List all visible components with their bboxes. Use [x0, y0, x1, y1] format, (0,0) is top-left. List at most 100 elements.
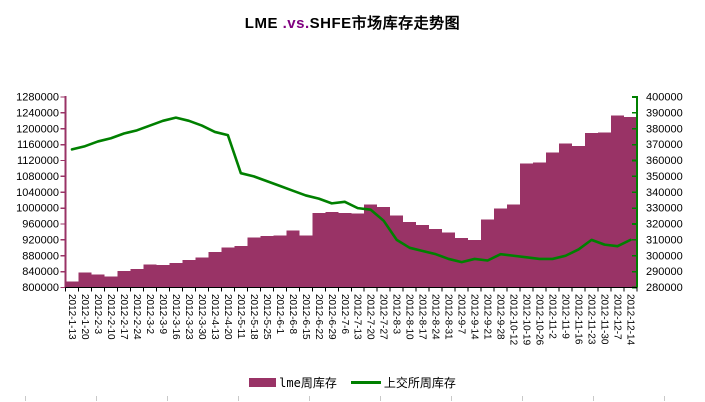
lme-bar[interactable]: [390, 215, 404, 288]
lme-bar[interactable]: [429, 228, 443, 288]
lme-bar[interactable]: [325, 212, 339, 288]
x-axis-date-label: 2012-10-19: [521, 294, 532, 346]
right-axis-label: 290000: [646, 266, 683, 278]
x-axis-date-label: 2012-12-14: [625, 294, 636, 346]
lme-bar[interactable]: [234, 245, 248, 288]
x-axis-date-label: 2012-8-3: [391, 294, 402, 334]
lme-bar[interactable]: [104, 276, 118, 288]
right-axis-label: 390000: [646, 107, 683, 119]
lme-bar[interactable]: [221, 247, 235, 288]
lme-bar[interactable]: [286, 230, 300, 288]
x-axis-date-label: 2012-1-20: [79, 294, 90, 340]
lme-bar[interactable]: [598, 132, 612, 288]
lme-bar[interactable]: [78, 272, 92, 288]
legend-item-lme[interactable]: lme周库存: [249, 374, 337, 391]
x-axis-date-label: 2012-2-3: [92, 294, 103, 334]
legend-item-shfe[interactable]: 上交所周库存: [350, 374, 456, 391]
lme-bar[interactable]: [403, 222, 417, 288]
left-axis-label: 880000: [22, 250, 59, 262]
chart-title-vs: .vs.: [282, 15, 310, 32]
worksheet-gridline-stub: [25, 396, 26, 401]
legend-label-lme: lme周库存: [279, 376, 337, 390]
lme-bar[interactable]: [312, 212, 326, 288]
x-axis-date-label: 2012-9-14: [469, 294, 480, 340]
x-axis-date-label: 2012-11-16: [573, 294, 584, 345]
worksheet-gridline-stubs: [0, 396, 705, 402]
lme-bar[interactable]: [520, 163, 534, 288]
lme-bar[interactable]: [533, 162, 547, 288]
x-axis-date-label: 2012-2-24: [131, 294, 142, 340]
right-axis-label: 350000: [646, 171, 683, 183]
lme-bar[interactable]: [624, 116, 637, 288]
worksheet-gridline-stub: [522, 396, 523, 401]
lme-bar[interactable]: [65, 281, 79, 288]
left-axis-label: 960000: [22, 219, 59, 231]
x-axis-date-label: 2012-3-9: [157, 294, 168, 334]
right-axis-label: 280000: [646, 282, 683, 294]
x-axis-date-label: 2012-6-29: [326, 294, 337, 340]
lme-bar[interactable]: [611, 115, 625, 288]
chart-legend: lme周库存 上交所周库存: [0, 374, 705, 391]
lme-bar[interactable]: [195, 257, 209, 288]
right-axis-label: 320000: [646, 219, 683, 231]
x-axis-date-label: 2012-10-12: [508, 294, 519, 346]
lme-bar[interactable]: [507, 204, 521, 288]
right-axis-label: 300000: [646, 250, 683, 262]
x-axis-date-label: 2012-3-30: [196, 294, 207, 340]
left-axis-label: 840000: [22, 266, 59, 278]
x-axis-date-label: 2012-8-17: [417, 294, 428, 340]
x-axis-date-label: 2012-3-23: [183, 294, 194, 340]
worksheet-gridline-stub: [451, 396, 452, 401]
shfe-line[interactable]: [70, 116, 632, 264]
lme-bar[interactable]: [273, 235, 287, 288]
left-axis-label: 1160000: [17, 139, 59, 151]
shfe-line-swatch-icon: [350, 381, 381, 384]
lme-bar[interactable]: [351, 213, 365, 288]
chart-title: LME .vs.SHFE市场库存走势图: [0, 12, 705, 33]
x-axis-date-label: 2012-6-22: [313, 294, 324, 340]
left-axis-label: 1000000: [16, 203, 59, 215]
lme-bar[interactable]: [260, 235, 274, 288]
lme-bar[interactable]: [416, 225, 430, 288]
lme-bar[interactable]: [91, 274, 105, 288]
x-axis-date-label: 2012-9-21: [482, 294, 493, 340]
lme-bar[interactable]: [481, 219, 495, 288]
chart-title-prefix: LME: [244, 15, 283, 32]
lme-bar[interactable]: [208, 251, 222, 288]
x-axis-date-label: 2012-7-27: [378, 294, 389, 340]
worksheet-gridline-stub: [380, 396, 381, 401]
x-axis-date-label: 2012-2-17: [118, 294, 129, 340]
x-axis-date-label: 2012-6-8: [287, 294, 298, 334]
x-axis-date-label: 2012-6-15: [300, 294, 311, 340]
left-axis-label: 1080000: [16, 171, 59, 183]
x-axis-date-label: 2012-12-7: [612, 294, 623, 340]
lme-bar[interactable]: [494, 208, 508, 288]
lme-bar[interactable]: [299, 235, 313, 288]
x-axis-date-label: 2012-1-13: [66, 294, 77, 340]
right-axis-label: 370000: [646, 139, 683, 151]
lme-bar[interactable]: [559, 143, 573, 288]
lme-bar[interactable]: [364, 204, 378, 288]
lme-bar[interactable]: [169, 262, 183, 288]
lme-bar[interactable]: [117, 270, 131, 288]
x-axis-date-label: 2012-10-26: [534, 294, 545, 346]
lme-bar[interactable]: [377, 206, 391, 288]
lme-bar[interactable]: [130, 269, 144, 288]
x-axis-date-label: 2012-7-20: [365, 294, 376, 340]
worksheet-gridline-stub: [167, 396, 168, 401]
lme-bar[interactable]: [338, 212, 352, 288]
lme-bar[interactable]: [143, 264, 157, 288]
left-axis-label: 1200000: [16, 123, 59, 135]
x-axis-date-label: 2012-5-11: [235, 294, 246, 339]
x-axis-date-label: 2012-5-18: [248, 294, 259, 340]
lme-bar[interactable]: [585, 133, 599, 288]
lme-bar[interactable]: [156, 264, 170, 288]
lme-bar[interactable]: [572, 145, 586, 288]
lme-bar[interactable]: [182, 260, 196, 288]
x-axis-date-label: 2012-4-20: [222, 294, 233, 340]
x-axis-date-label: 2012-7-6: [339, 294, 350, 334]
lme-bar[interactable]: [468, 239, 482, 288]
lme-bar[interactable]: [247, 237, 261, 288]
lme-bar[interactable]: [546, 152, 560, 288]
